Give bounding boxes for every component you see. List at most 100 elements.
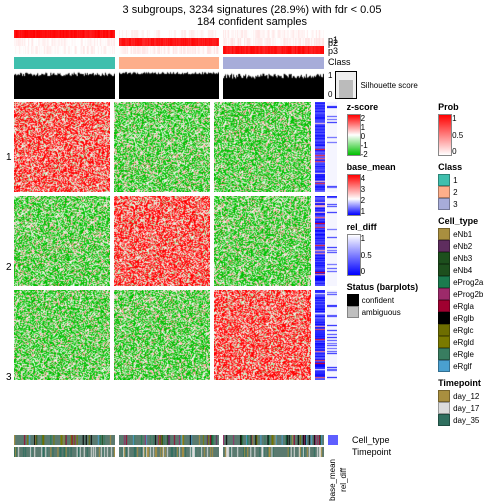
swatch-label: eRgle bbox=[453, 349, 474, 360]
swatch-label: eRgld bbox=[453, 337, 474, 348]
sil-box-icon bbox=[335, 71, 357, 99]
hm-1-1 bbox=[114, 196, 210, 286]
t: 3 bbox=[361, 185, 365, 194]
swatch-label: 3 bbox=[453, 199, 457, 210]
hm-1-2 bbox=[214, 196, 310, 286]
swatch-label: eNb2 bbox=[453, 241, 472, 252]
leg-rd-hdr: rel_diff bbox=[347, 222, 419, 232]
leg-bm-grad bbox=[347, 174, 361, 216]
ct-2 bbox=[223, 435, 324, 445]
strip-label-rd: rel_diff bbox=[339, 459, 348, 501]
ct-1 bbox=[119, 435, 220, 445]
ct-0 bbox=[14, 435, 115, 445]
t: 4 bbox=[361, 174, 365, 183]
leg-class-items: 123 bbox=[438, 174, 483, 210]
t: 1 bbox=[361, 234, 372, 243]
swatch bbox=[438, 336, 450, 348]
leg-class-hdr: Class bbox=[438, 162, 483, 172]
swatch bbox=[438, 198, 450, 210]
strip-label-bm: base_mean bbox=[328, 459, 337, 501]
strip-base-0 bbox=[315, 102, 325, 192]
t: 1 bbox=[361, 207, 365, 216]
ct-side-sw bbox=[328, 435, 338, 445]
class-band-0 bbox=[14, 57, 115, 69]
p3-1 bbox=[119, 46, 220, 54]
p3-2 bbox=[223, 46, 324, 54]
sil-1 bbox=[119, 71, 220, 99]
t: 0 bbox=[361, 267, 372, 276]
p1-panel0 bbox=[14, 30, 115, 38]
hm-2-2 bbox=[214, 290, 310, 380]
leg-status-items: confidentambiguous bbox=[347, 294, 419, 318]
swatch-label: 2 bbox=[453, 187, 457, 198]
swatch-label: eNb1 bbox=[453, 229, 472, 240]
sil-ax-1: 1 bbox=[328, 71, 332, 80]
prob-bands bbox=[14, 30, 324, 38]
strip-rd-2 bbox=[327, 290, 337, 380]
leg-ct-hdr: Cell_type bbox=[438, 216, 483, 226]
swatch bbox=[438, 300, 450, 312]
hm-0-1 bbox=[114, 102, 210, 192]
swatch bbox=[438, 414, 450, 426]
title-line1: 3 subgroups, 3234 signatures (28.9%) wit… bbox=[123, 4, 382, 16]
swatch bbox=[438, 360, 450, 372]
title-line2: 184 confident samples bbox=[197, 16, 307, 28]
swatch-label: ambiguous bbox=[362, 307, 401, 318]
row-label-3: 3 bbox=[4, 372, 14, 383]
leg-zscore-grad bbox=[347, 114, 361, 156]
sil-2 bbox=[223, 71, 324, 99]
leg-zscore-hdr: z-score bbox=[347, 102, 419, 112]
t: 0.5 bbox=[361, 251, 372, 260]
swatch bbox=[438, 402, 450, 414]
swatch-label: eRgla bbox=[453, 301, 474, 312]
row-label-1: 1 bbox=[4, 152, 14, 163]
class-band-2 bbox=[223, 57, 324, 69]
t: 0 bbox=[452, 147, 463, 156]
swatch bbox=[438, 390, 450, 402]
swatch-label: day_35 bbox=[453, 415, 479, 426]
hm-0-2 bbox=[214, 102, 310, 192]
swatch-label: confident bbox=[362, 295, 394, 306]
swatch-label: eNb4 bbox=[453, 265, 472, 276]
tp-1 bbox=[119, 447, 220, 457]
tp-2 bbox=[223, 447, 324, 457]
p1-panel1 bbox=[119, 30, 220, 38]
tp-label: Timepoint bbox=[352, 447, 391, 457]
strip-rd-1 bbox=[327, 196, 337, 286]
swatch-label: eNb3 bbox=[453, 253, 472, 264]
swatch-label: day_12 bbox=[453, 391, 479, 402]
leg-tp-hdr: Timepoint bbox=[438, 378, 483, 388]
strip-base-2 bbox=[315, 290, 325, 380]
swatch-label: eProg2a bbox=[453, 277, 483, 288]
leg-status-hdr: Status (barplots) bbox=[347, 282, 419, 292]
hm-2-0 bbox=[14, 290, 110, 380]
leg-bm-hdr: base_mean bbox=[347, 162, 419, 172]
t: 2 bbox=[361, 196, 365, 205]
p2-2 bbox=[223, 38, 324, 46]
swatch bbox=[438, 288, 450, 300]
p1-label: p1 bbox=[328, 35, 338, 45]
p1-panel2 bbox=[223, 30, 324, 38]
p3-0 bbox=[14, 46, 115, 54]
leg-prob-hdr: Prob bbox=[438, 102, 483, 112]
swatch bbox=[438, 252, 450, 264]
sil-0 bbox=[14, 71, 115, 99]
strip-rd-0 bbox=[327, 102, 337, 192]
t: 0.5 bbox=[452, 131, 463, 140]
class-label: Class bbox=[328, 57, 351, 69]
swatch bbox=[438, 186, 450, 198]
legend-column: z-score 210-1-2 base_mean 4321 rel_diff … bbox=[347, 102, 500, 432]
hm-0-0 bbox=[14, 102, 110, 192]
swatch-label: eRglc bbox=[453, 325, 473, 336]
leg-prob-grad bbox=[438, 114, 452, 156]
hm-1-0 bbox=[14, 196, 110, 286]
t: 0 bbox=[361, 132, 368, 141]
leg-tp-items: day_12day_17day_35 bbox=[438, 390, 483, 426]
row-label-2: 2 bbox=[4, 262, 14, 273]
swatch bbox=[347, 306, 359, 318]
swatch bbox=[438, 276, 450, 288]
leg-ct-items: eNb1eNb2eNb3eNb4eProg2aeProg2beRglaeRglb… bbox=[438, 228, 483, 372]
swatch bbox=[438, 228, 450, 240]
t: -1 bbox=[361, 141, 368, 150]
leg-rd-grad bbox=[347, 234, 361, 276]
